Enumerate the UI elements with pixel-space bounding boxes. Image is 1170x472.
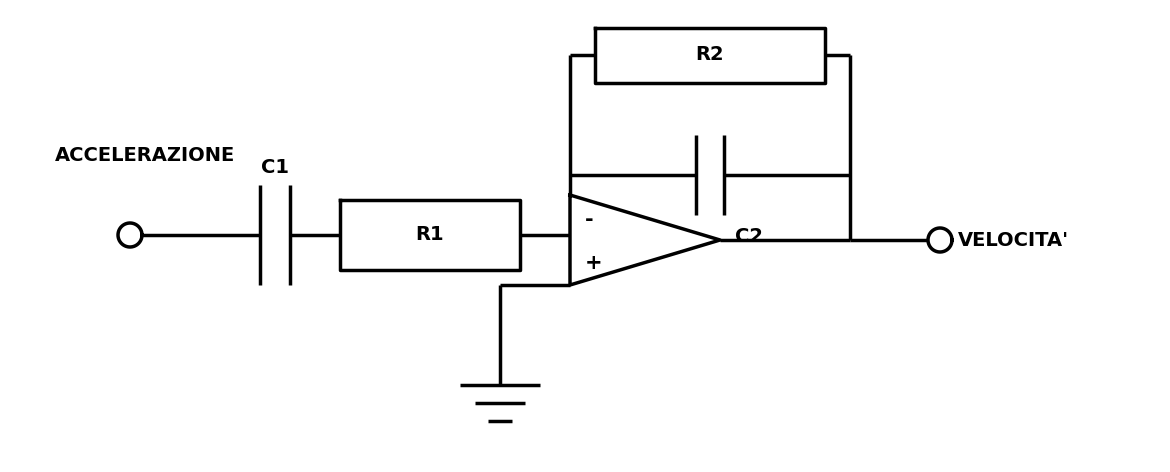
Text: -: - xyxy=(585,210,593,230)
Text: R1: R1 xyxy=(415,226,445,244)
Text: R2: R2 xyxy=(696,45,724,65)
Text: VELOCITA': VELOCITA' xyxy=(958,230,1069,250)
Text: C2: C2 xyxy=(735,227,763,246)
Text: +: + xyxy=(585,253,603,273)
Text: C1: C1 xyxy=(261,158,289,177)
Text: ACCELERAZIONE: ACCELERAZIONE xyxy=(55,146,235,165)
